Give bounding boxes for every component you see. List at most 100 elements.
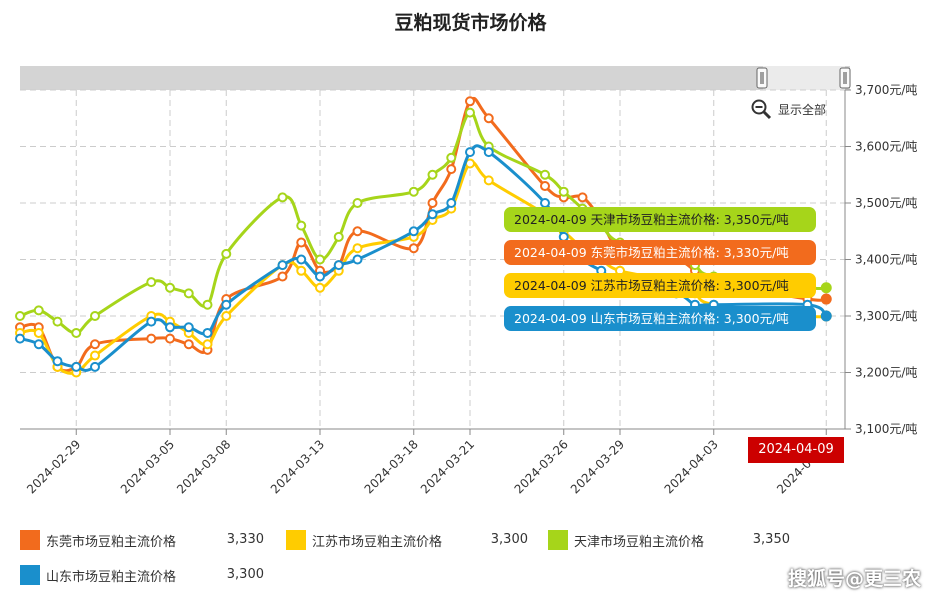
data-point-shandong[interactable] [221,299,232,310]
data-point-shandong[interactable] [15,333,25,344]
data-point-dongguan[interactable] [446,164,457,175]
zoom-out-icon [751,99,772,120]
data-point-shandong[interactable] [296,254,307,265]
data-point-jiangsu[interactable] [90,350,100,361]
range-handle-right[interactable] [839,67,851,89]
data-point-jiangsu[interactable] [33,327,44,338]
watermark: 搜狐号@更三农 [787,568,921,590]
data-point-tianjin[interactable] [165,282,175,293]
data-point-tianjin[interactable] [146,277,157,288]
data-point-shandong[interactable] [165,322,175,333]
series-lines [15,96,832,378]
legend-item[interactable]: 东莞市场豆粕主流价格 [20,529,176,551]
range-scrollbar[interactable] [20,66,851,90]
data-point-dongguan[interactable] [465,96,475,107]
data-point-tianjin[interactable] [558,186,569,197]
data-point-shandong[interactable] [427,209,438,220]
data-point-shandong[interactable] [333,260,344,271]
data-point-dongguan[interactable] [483,113,494,124]
y-tick-label: 3,100元/吨 [855,422,917,436]
y-tick-label: 3,500元/吨 [855,196,917,210]
data-point-shandong[interactable] [408,226,419,237]
data-point-dongguan[interactable] [540,181,550,192]
data-point-tianjin[interactable] [33,305,44,316]
data-point-tianjin[interactable] [296,220,307,231]
data-point-dongguan[interactable] [183,339,194,350]
scrollbar-selected-range[interactable] [763,66,845,90]
crosshair-date-badge: 2024-04-09 [748,437,844,463]
data-point-dongguan[interactable] [820,293,832,305]
data-point-shandong[interactable] [277,260,288,271]
legend-label: 江苏市场豆粕主流价格 [312,534,443,550]
data-point-dongguan[interactable] [90,339,100,350]
data-point-dongguan[interactable] [352,226,363,237]
legend-item[interactable]: 山东市场豆粕主流价格 [20,564,176,586]
data-point-shandong[interactable] [315,271,325,282]
legend-value: 3,300 [226,567,264,582]
data-point-tianjin[interactable] [202,299,213,310]
data-point-tianjin[interactable] [446,152,457,163]
data-point-dongguan[interactable] [277,271,288,282]
data-point-shandong[interactable] [483,147,494,158]
data-point-shandong[interactable] [352,254,363,265]
data-point-shandong[interactable] [90,361,100,372]
data-point-jiangsu[interactable] [315,282,325,293]
data-point-tianjin[interactable] [427,169,438,180]
data-point-tianjin[interactable] [52,316,63,327]
legend-item[interactable]: 天津市场豆粕主流价格 [548,529,704,551]
data-point-tianjin[interactable] [277,192,288,203]
data-point-jiangsu[interactable] [483,175,494,186]
data-point-tianjin[interactable] [71,327,82,338]
data-point-shandong[interactable] [183,322,194,333]
data-point-tianjin[interactable] [352,198,363,208]
data-point-jiangsu[interactable] [352,243,363,254]
data-point-jiangsu[interactable] [202,339,213,350]
data-point-tianjin[interactable] [540,169,550,180]
data-point-tianjin[interactable] [183,288,194,299]
data-point-tianjin[interactable] [465,107,475,118]
y-tick-label: 3,700元/吨 [855,83,917,97]
scrollbar-track[interactable] [20,66,850,90]
legend-label: 山东市场豆粕主流价格 [46,569,177,585]
data-point-dongguan[interactable] [408,243,419,254]
data-point-shandong[interactable] [33,339,44,350]
data-point-shandong[interactable] [202,327,213,338]
data-point-shandong[interactable] [446,198,457,208]
legend-swatch [548,530,568,550]
data-point-dongguan[interactable] [165,333,175,344]
y-tick-label: 3,300元/吨 [855,309,917,323]
data-point-tianjin[interactable] [333,231,344,242]
data-point-tianjin[interactable] [408,186,419,197]
x-tick-label: 2024-03-29 [568,437,627,496]
x-tick-label: 2024-02-29 [24,437,83,496]
chart-title: 豆粕现货市场价格 [394,12,547,34]
y-tick-label: 3,600元/吨 [855,140,917,154]
data-point-tianjin[interactable] [15,311,25,321]
data-point-dongguan[interactable] [577,192,588,203]
data-point-tianjin[interactable] [90,311,100,321]
y-tick-label: 3,200元/吨 [855,366,917,380]
data-point-jiangsu[interactable] [296,265,307,276]
data-point-tianjin[interactable] [820,282,832,294]
data-point-shandong[interactable] [71,361,82,372]
data-point-shandong[interactable] [465,147,475,158]
data-point-shandong[interactable] [52,356,63,367]
data-point-dongguan[interactable] [427,198,438,208]
data-point-tianjin[interactable] [315,254,325,265]
data-point-dongguan[interactable] [146,333,157,344]
x-tick-label: 2024-03-05 [118,437,177,496]
data-point-tianjin[interactable] [221,248,232,259]
legend-item[interactable]: 江苏市场豆粕主流价格 [286,529,442,551]
tooltip-2: 2024-04-09 江苏市场豆粕主流价格: 3,300元/吨 [504,273,816,298]
legend-swatch [20,530,40,550]
show-all-button[interactable]: 显示全部 [750,98,826,120]
data-point-shandong[interactable] [540,198,550,208]
range-handle-left[interactable] [756,67,768,89]
data-point-shandong[interactable] [820,310,832,322]
data-point-shandong[interactable] [146,316,157,327]
tooltip-3: 2024-04-09 山东市场豆粕主流价格: 3,300元/吨 [504,306,816,331]
data-point-dongguan[interactable] [296,237,307,248]
data-point-jiangsu[interactable] [221,311,232,321]
x-tick-label: 2024-03-08 [174,437,233,496]
